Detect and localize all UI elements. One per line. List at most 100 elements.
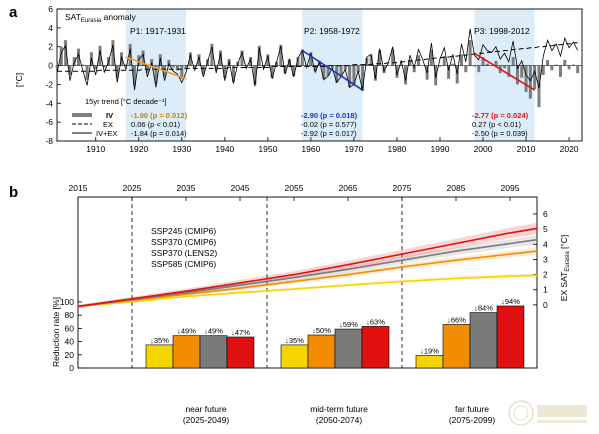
- panel-b-left-y-ticks: 0 20 40 60 80 100: [60, 297, 82, 373]
- iv-bar: [322, 65, 326, 79]
- reduction-bar: [334, 328, 363, 369]
- x-tick-label: 1940: [215, 144, 234, 154]
- reduction-bar: [307, 334, 336, 369]
- reduction-label: ↓66%: [447, 315, 466, 324]
- reduction-label: ↓63%: [366, 317, 385, 326]
- top-x-tick-label: 2075: [393, 183, 412, 193]
- projection-bands: [78, 222, 537, 308]
- trend-ivex-p1: -1.84 (p = 0.014): [131, 129, 187, 138]
- trend-ex-p3: 0.27 (p < 0.01): [472, 120, 521, 129]
- iv-bar: [511, 57, 515, 66]
- right-y-tick-label: 5: [543, 224, 548, 234]
- top-x-tick-label: 2025: [123, 183, 142, 193]
- panel-a-y-ticks: -8 -6 -4 -2 0 2 4 6: [45, 4, 61, 146]
- legend-ex-name: EX: [103, 120, 113, 129]
- era-separators: [131, 197, 403, 368]
- iv-bar: [554, 64, 558, 66]
- era-name-mid: mid-term future: [310, 404, 368, 414]
- top-x-tick-label: 2065: [339, 183, 358, 193]
- reduction-label: ↓50%: [312, 326, 331, 335]
- iv-bar: [348, 65, 352, 88]
- iv-bar: [231, 65, 235, 82]
- reduction-label: ↓94%: [501, 297, 520, 306]
- top-x-tick-label: 2045: [231, 183, 250, 193]
- reduction-bar: [496, 305, 525, 369]
- y-tick-label: -8: [45, 136, 53, 146]
- reduction-label: ↓49%: [177, 327, 196, 336]
- period-label-p2: P2: 1958-1972: [304, 26, 360, 36]
- top-x-tick-label: 2085: [447, 183, 466, 193]
- y-tick-label: 4: [48, 23, 53, 33]
- iv-bar: [541, 65, 545, 75]
- right-y-tick-label: 1: [543, 285, 548, 295]
- iv-bar: [438, 65, 442, 67]
- iv-bar: [210, 43, 214, 66]
- iv-bar: [171, 65, 175, 68]
- iv-bar: [283, 65, 287, 74]
- reduction-bar: [415, 355, 444, 369]
- iv-bar: [98, 45, 102, 66]
- iv-bar: [503, 65, 507, 69]
- era-name-far: far future: [455, 404, 489, 414]
- iv-bar: [257, 45, 261, 66]
- iv-bar: [279, 44, 283, 66]
- left-y-tick-label: 20: [65, 350, 75, 360]
- iv-bar: [287, 58, 291, 66]
- projection-line-1: [77, 250, 538, 308]
- x-tick-label: 1960: [301, 144, 320, 154]
- reduction-label: ↓84%: [474, 304, 493, 313]
- iv-bar: [550, 65, 554, 71]
- x-tick-label: 2020: [560, 144, 579, 154]
- panel-b-left-ylabel: Reduction rate [%]: [51, 297, 61, 367]
- iv-bar: [326, 65, 330, 76]
- y-tick-label: 0: [48, 61, 53, 71]
- y-tick-label: -6: [45, 117, 53, 127]
- legend-ssp245: SSP245 (CMIP6): [151, 226, 216, 236]
- iv-bar: [175, 65, 179, 71]
- right-y-tick-label: 0: [543, 300, 548, 310]
- iv-bar: [150, 58, 154, 66]
- iv-bar: [132, 65, 136, 86]
- iv-bar: [442, 56, 446, 66]
- reduction-bar: [280, 344, 309, 369]
- band-0: [78, 272, 537, 308]
- iv-bar: [455, 65, 459, 84]
- iv-bar: [528, 65, 532, 99]
- legend-ssp370-cmip6: SSP370 (CMIP6): [151, 237, 216, 247]
- left-y-tick-label: 60: [65, 323, 75, 333]
- legend-ssp370-lens2: SSP370 (LENS2): [151, 248, 217, 258]
- right-y-tick-label: 6: [543, 209, 548, 219]
- iv-bar: [477, 65, 481, 73]
- x-tick-label: 1990: [431, 144, 450, 154]
- y-tick-label: -2: [45, 79, 53, 89]
- iv-bar: [72, 57, 76, 66]
- reduction-bar: [361, 326, 390, 369]
- top-x-tick-label: 2055: [285, 183, 304, 193]
- iv-bar: [128, 43, 132, 66]
- top-x-tick-label: 2035: [177, 183, 196, 193]
- period-label-p1: P1: 1917-1931: [130, 26, 186, 36]
- iv-bar: [330, 65, 334, 69]
- projection-line-0: [77, 274, 538, 308]
- panel-a-title: SATEurasia anomaly: [65, 12, 136, 24]
- right-y-tick-label: 2: [543, 270, 548, 280]
- reduction-bar: [172, 335, 201, 369]
- iv-bar: [576, 65, 580, 74]
- legend-ivex-name: IV+EX: [96, 129, 117, 138]
- iv-bar: [494, 60, 498, 66]
- top-x-tick-label: 2015: [69, 183, 88, 193]
- iv-bar: [266, 54, 270, 66]
- iv-bar: [111, 40, 115, 66]
- iv-bar: [352, 65, 356, 86]
- iv-bar: [262, 65, 266, 68]
- projection-line-2: [77, 238, 538, 308]
- x-tick-label: 1930: [172, 144, 191, 154]
- iv-bar: [68, 65, 72, 75]
- iv-bar: [558, 65, 562, 77]
- reduction-label: ↓35%: [150, 336, 169, 345]
- iv-bar: [240, 50, 244, 66]
- iv-bar: [77, 48, 81, 66]
- iv-bar: [184, 65, 188, 70]
- iv-bar: [464, 65, 468, 73]
